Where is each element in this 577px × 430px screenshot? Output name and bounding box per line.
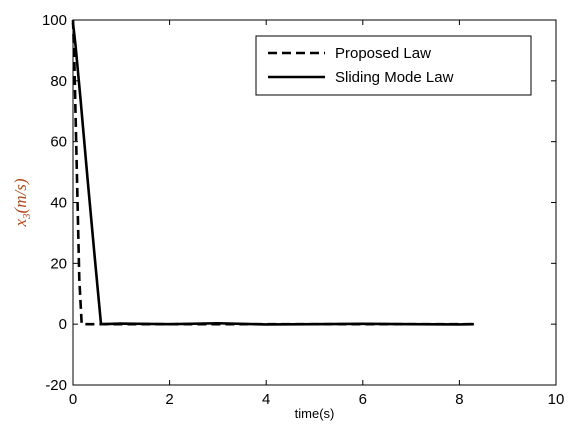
y-tick-label: 100	[42, 12, 67, 29]
plot-layer	[71, 19, 474, 326]
y-axis-label-symbol: x	[11, 219, 30, 228]
y-axis-label-units: (m/s)	[11, 178, 30, 213]
y-tick-label: 80	[50, 73, 67, 90]
x-axis-label: time(s)	[295, 406, 335, 421]
y-tick-label: 40	[50, 195, 67, 212]
y-tick-label: -20	[45, 377, 67, 394]
x-tick-label: 2	[165, 391, 173, 408]
x-tick-label: 6	[359, 391, 367, 408]
legend-label: Sliding Mode Law	[335, 69, 454, 86]
legend-label: Proposed Law	[335, 45, 431, 62]
x-tick-label: 8	[455, 391, 463, 408]
series-line-sliding-mode-law	[71, 22, 474, 326]
x-tick-label: 0	[69, 391, 77, 408]
y-tick-label: 20	[50, 255, 67, 272]
y-tick-label: 0	[59, 316, 67, 333]
x-tick-label: 4	[262, 391, 270, 408]
y-axis-label-subscript: 3	[21, 213, 33, 220]
legend-box	[255, 35, 532, 96]
y-tick-label: 60	[50, 134, 67, 151]
y-axis-label: x3(m/s)	[11, 178, 33, 227]
legend: Proposed Law Sliding Mode Law	[255, 35, 532, 96]
x-tick-label: 10	[548, 391, 565, 408]
